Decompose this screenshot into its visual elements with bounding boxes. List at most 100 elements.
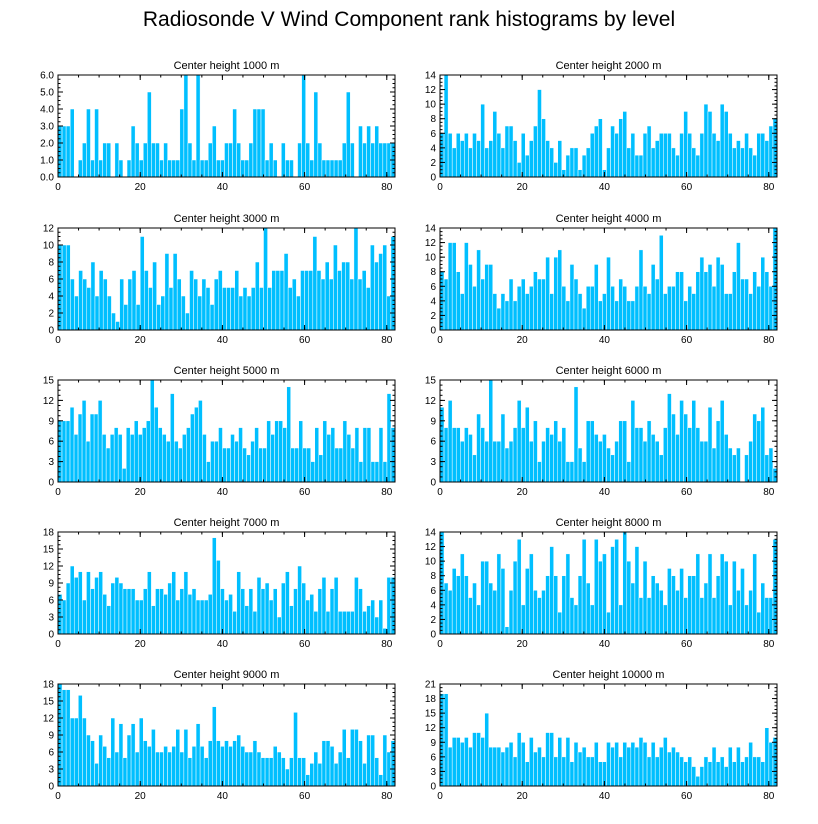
histogram-bar bbox=[139, 236, 145, 331]
histogram-bar bbox=[581, 539, 587, 635]
histogram-bar bbox=[110, 717, 116, 787]
histogram-bar bbox=[553, 420, 558, 483]
histogram-bar bbox=[654, 756, 660, 787]
histogram-bar bbox=[69, 565, 75, 635]
histogram-bar bbox=[143, 740, 148, 787]
histogram-bar bbox=[163, 746, 168, 787]
histogram-bar bbox=[382, 244, 388, 331]
y-tick-label: 0.0 bbox=[40, 173, 54, 184]
histogram-bar bbox=[285, 768, 290, 787]
histogram-bar bbox=[154, 406, 159, 483]
histogram-bar bbox=[520, 427, 526, 483]
y-tick-label: 3 bbox=[430, 457, 436, 468]
histogram-bar bbox=[234, 270, 240, 331]
histogram-bar bbox=[634, 427, 640, 483]
histogram-bar bbox=[569, 461, 575, 483]
histogram-bar bbox=[203, 599, 209, 635]
histogram-bar bbox=[171, 571, 176, 635]
histogram-bar bbox=[711, 597, 717, 635]
y-tick-label: 12 bbox=[425, 723, 437, 734]
histogram-bar bbox=[382, 628, 388, 635]
y-tick-label: 4 bbox=[430, 143, 436, 154]
y-tick-label: 12 bbox=[425, 238, 437, 249]
histogram-bar bbox=[492, 111, 498, 178]
y-tick-label: 1.0 bbox=[40, 156, 54, 167]
histogram-bar bbox=[642, 742, 648, 787]
histogram-bar bbox=[73, 434, 79, 483]
x-tick-label: 0 bbox=[55, 639, 61, 650]
histogram-bar bbox=[525, 761, 530, 787]
histogram-bar bbox=[281, 142, 286, 178]
histogram-bar bbox=[622, 111, 628, 178]
histogram-bar bbox=[480, 560, 485, 635]
histogram-bar bbox=[439, 406, 445, 483]
histogram-bar bbox=[675, 434, 680, 483]
histogram-bar bbox=[86, 287, 92, 331]
histogram-bar bbox=[703, 271, 709, 331]
histogram-bar bbox=[321, 740, 327, 787]
histogram-bar bbox=[650, 147, 656, 178]
histogram-bar bbox=[525, 293, 530, 331]
histogram-bar bbox=[760, 582, 766, 635]
histogram-bar bbox=[86, 734, 91, 787]
histogram-bar bbox=[500, 413, 506, 483]
histogram-bar bbox=[589, 133, 595, 178]
histogram-bar bbox=[569, 597, 575, 635]
histogram-bar bbox=[81, 400, 87, 483]
histogram-bar bbox=[541, 590, 546, 635]
histogram-bar bbox=[659, 590, 664, 635]
histogram-bar bbox=[585, 147, 591, 178]
histogram-bar bbox=[594, 264, 599, 331]
y-tick-label: 6 bbox=[430, 752, 436, 763]
histogram-bar bbox=[671, 746, 676, 787]
x-tick-label: 0 bbox=[55, 487, 61, 498]
histogram-bar bbox=[155, 142, 160, 178]
histogram-bar bbox=[69, 717, 75, 787]
histogram-bar bbox=[309, 763, 315, 787]
histogram-bar bbox=[573, 604, 579, 635]
histogram-bar bbox=[220, 746, 225, 787]
y-tick-label: 2 bbox=[48, 309, 54, 320]
histogram-bar bbox=[98, 270, 104, 331]
histogram-bar bbox=[626, 560, 632, 635]
histogram-bar bbox=[155, 588, 160, 635]
histogram-bar bbox=[370, 734, 375, 787]
histogram-bar bbox=[525, 568, 530, 635]
histogram-bar bbox=[317, 763, 323, 787]
histogram-bar bbox=[610, 546, 615, 635]
histogram-bar bbox=[212, 125, 217, 178]
histogram-bar bbox=[654, 582, 660, 635]
histogram-bar bbox=[175, 599, 181, 635]
y-tick-label: 6 bbox=[48, 275, 54, 286]
histogram-bar bbox=[236, 571, 241, 635]
histogram-bar bbox=[687, 756, 692, 787]
histogram-bar bbox=[589, 604, 595, 635]
histogram-bar bbox=[302, 447, 307, 483]
histogram-bar bbox=[707, 406, 713, 483]
histogram-bar bbox=[301, 582, 306, 635]
histogram-bar bbox=[598, 300, 603, 331]
histogram-bar bbox=[642, 440, 648, 483]
histogram-bar bbox=[312, 236, 318, 331]
histogram-bar bbox=[365, 287, 371, 331]
histogram-bar bbox=[699, 133, 705, 178]
histogram-bar bbox=[675, 751, 680, 787]
histogram-panel-9: Center height 9000 m 0 3 6 9 12 15 18 0 20 40 60 80 bbox=[43, 669, 396, 802]
histogram-bar bbox=[569, 761, 575, 787]
histogram-bar bbox=[329, 588, 335, 635]
x-tick-label: 60 bbox=[681, 335, 693, 346]
histogram-bar bbox=[206, 461, 211, 483]
histogram-bar bbox=[346, 757, 351, 787]
histogram-bar bbox=[447, 590, 453, 635]
histogram-bar bbox=[205, 287, 211, 331]
histogram-bar bbox=[650, 742, 656, 787]
histogram-bar bbox=[553, 256, 558, 331]
histogram-bar bbox=[736, 746, 741, 787]
histogram-bar bbox=[508, 742, 514, 787]
histogram-bar bbox=[228, 594, 233, 635]
histogram-bar bbox=[199, 746, 205, 787]
histogram-bar bbox=[370, 599, 375, 635]
histogram-bar bbox=[537, 461, 542, 483]
histogram-bar bbox=[451, 427, 457, 483]
histogram-bar bbox=[69, 406, 75, 483]
